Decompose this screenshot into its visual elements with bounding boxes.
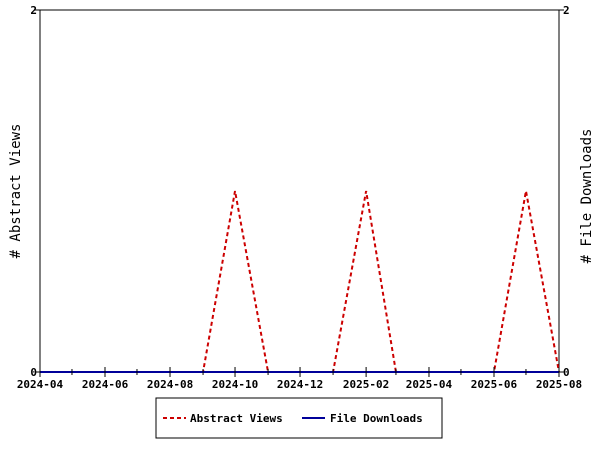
- x-tick-label: 2024-04: [17, 378, 64, 391]
- x-tick-label: 2025-06: [471, 378, 518, 391]
- x-tick-label: 2025-02: [343, 378, 389, 391]
- legend: Abstract Views File Downloads: [155, 397, 443, 439]
- x-tick-label: 2024-12: [277, 378, 323, 391]
- x-axis: 2024-04 2024-06 2024-08 2024-10 2024-12 2025-…: [17, 367, 582, 391]
- y-axes: 0 2 0 2: [30, 4, 569, 379]
- legend-box: [155, 397, 443, 439]
- y-right-tick-label: 0: [563, 366, 570, 379]
- x-tick-label: 2025-08: [536, 378, 582, 391]
- y-right-tick-label: 2: [563, 4, 570, 17]
- y-right-axis-title: # File Downloads: [579, 129, 595, 264]
- x-tick-label: 2025-04: [406, 378, 453, 391]
- plot-area: [39, 9, 560, 373]
- x-tick-label: 2024-08: [147, 378, 193, 391]
- y-left-tick-label: 2: [30, 4, 37, 17]
- x-tick-label: 2024-06: [82, 378, 129, 391]
- legend-label-file-downloads: File Downloads: [330, 412, 423, 425]
- y-left-tick-label: 0: [30, 366, 37, 379]
- y-left-axis-title: # Abstract Views: [8, 124, 24, 259]
- x-tick-label: 2024-10: [212, 378, 258, 391]
- legend-label-abstract-views: Abstract Views: [190, 412, 283, 425]
